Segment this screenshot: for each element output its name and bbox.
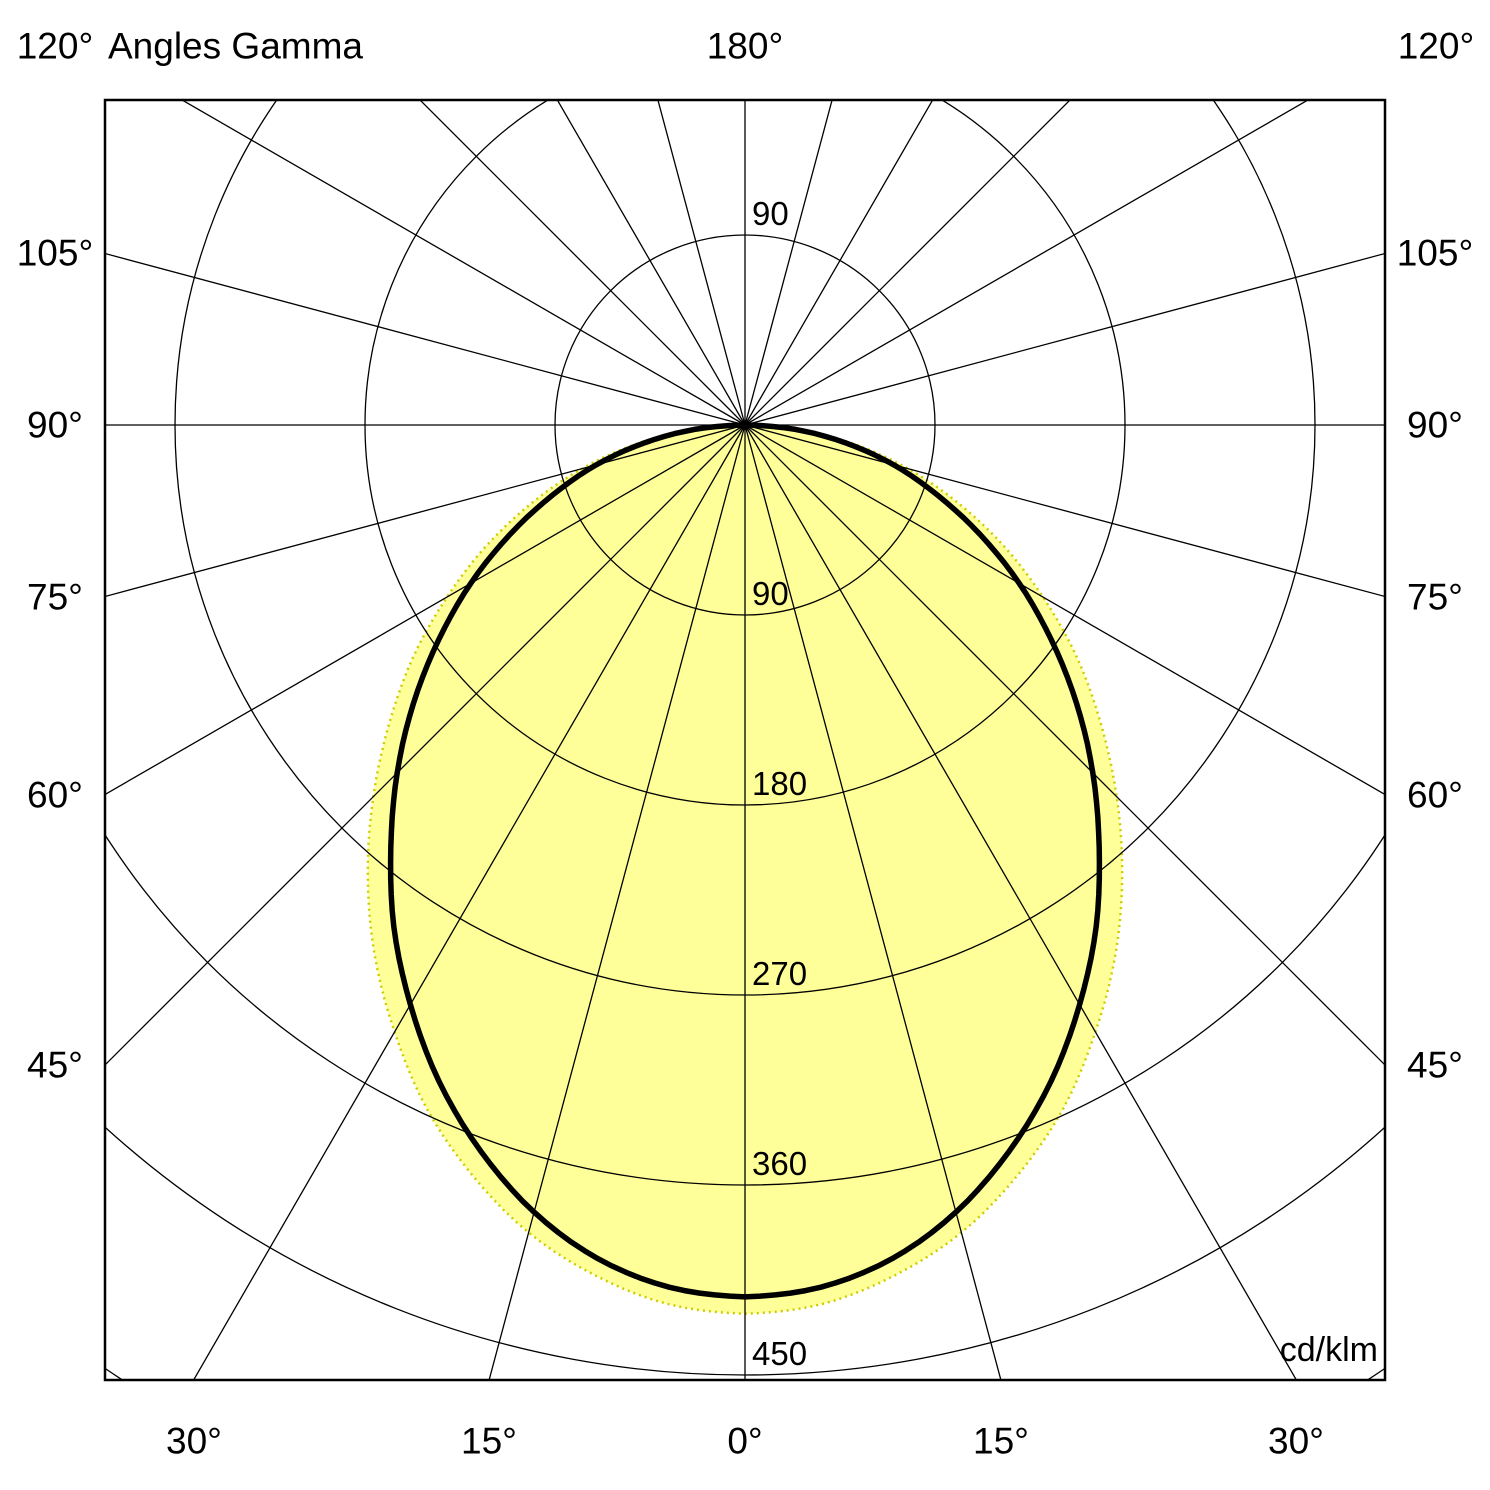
- gamma-label-right-90: 90°: [1407, 404, 1463, 446]
- gamma-label-right-75: 75°: [1407, 576, 1463, 618]
- grid-radial-line: [744, 424, 1385, 598]
- gamma-label-left-60: 60°: [27, 774, 83, 816]
- grid-radial-line: [180, 100, 746, 426]
- chart-title: Angles Gamma: [108, 25, 363, 67]
- gamma-label-left-45: 45°: [27, 1044, 83, 1086]
- gamma-label-left-90: 90°: [27, 404, 83, 446]
- grid-radial-line: [488, 424, 746, 1380]
- gamma-label-top-left-120: 120°: [16, 25, 94, 67]
- gamma-label-bottom-15-right: 15°: [973, 1420, 1029, 1462]
- radial-value-label-270: 270: [752, 955, 808, 992]
- radial-value-label-180: 180: [752, 765, 808, 802]
- grid-radial-line: [744, 100, 1310, 426]
- grid-radial-line: [744, 424, 1385, 796]
- grid-radial-line: [744, 100, 1071, 426]
- radial-value-label-90: 90: [752, 575, 789, 612]
- radial-value-label-450: 450: [752, 1335, 808, 1372]
- gamma-label-right-45: 45°: [1407, 1044, 1463, 1086]
- gamma-label-bottom-30-right: 30°: [1268, 1420, 1324, 1462]
- grid-radial-line: [556, 100, 746, 426]
- grid-radial-line: [419, 100, 746, 426]
- grid-radial-line: [657, 100, 746, 426]
- grid-radial-line: [744, 100, 833, 426]
- gamma-label-bottom-0: 0°: [727, 1420, 763, 1462]
- intensity-curve: [387, 422, 1103, 1300]
- grid-radial-line: [744, 424, 1385, 1066]
- grid-radial-line: [744, 424, 1298, 1380]
- grid-radial-line: [192, 424, 746, 1380]
- gamma-label-left-75: 75°: [27, 576, 83, 618]
- grid-radial-line: [105, 424, 746, 598]
- radial-value-label-360: 360: [752, 1145, 808, 1182]
- grid-radial-line: [744, 252, 1385, 426]
- grid-radial-line: [105, 424, 746, 796]
- gamma-label-left-105: 105°: [16, 232, 94, 274]
- grid-radial-line: [105, 424, 746, 1066]
- unit-label: cd/klm: [1279, 1331, 1378, 1369]
- gamma-label-bottom-30-left: 30°: [166, 1420, 222, 1462]
- radial-value-label-90-upper: 90: [752, 195, 789, 232]
- gamma-label-bottom-15-left: 15°: [461, 1420, 517, 1462]
- grid-radial-line: [744, 100, 934, 426]
- grid-radial-line: [105, 252, 746, 426]
- gamma-label-top-right-120: 120°: [1397, 25, 1475, 67]
- plot-border: [103, 98, 1387, 1382]
- grid-radial-line: [744, 424, 1002, 1380]
- gamma-label-right-105: 105°: [1396, 232, 1474, 274]
- gamma-label-top-center-180: 180°: [706, 25, 784, 67]
- gamma-label-right-60: 60°: [1407, 774, 1463, 816]
